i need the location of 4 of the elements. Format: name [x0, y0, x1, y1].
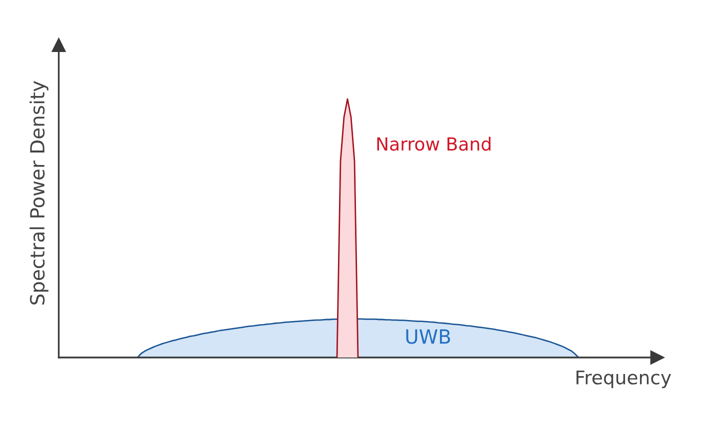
x-axis-title: Frequency: [576, 370, 672, 388]
series-label: UWB: [406, 329, 450, 344]
y-axis-title: Spectral Power Density: [30, 81, 48, 305]
series-label: Narrow Band: [377, 136, 490, 151]
